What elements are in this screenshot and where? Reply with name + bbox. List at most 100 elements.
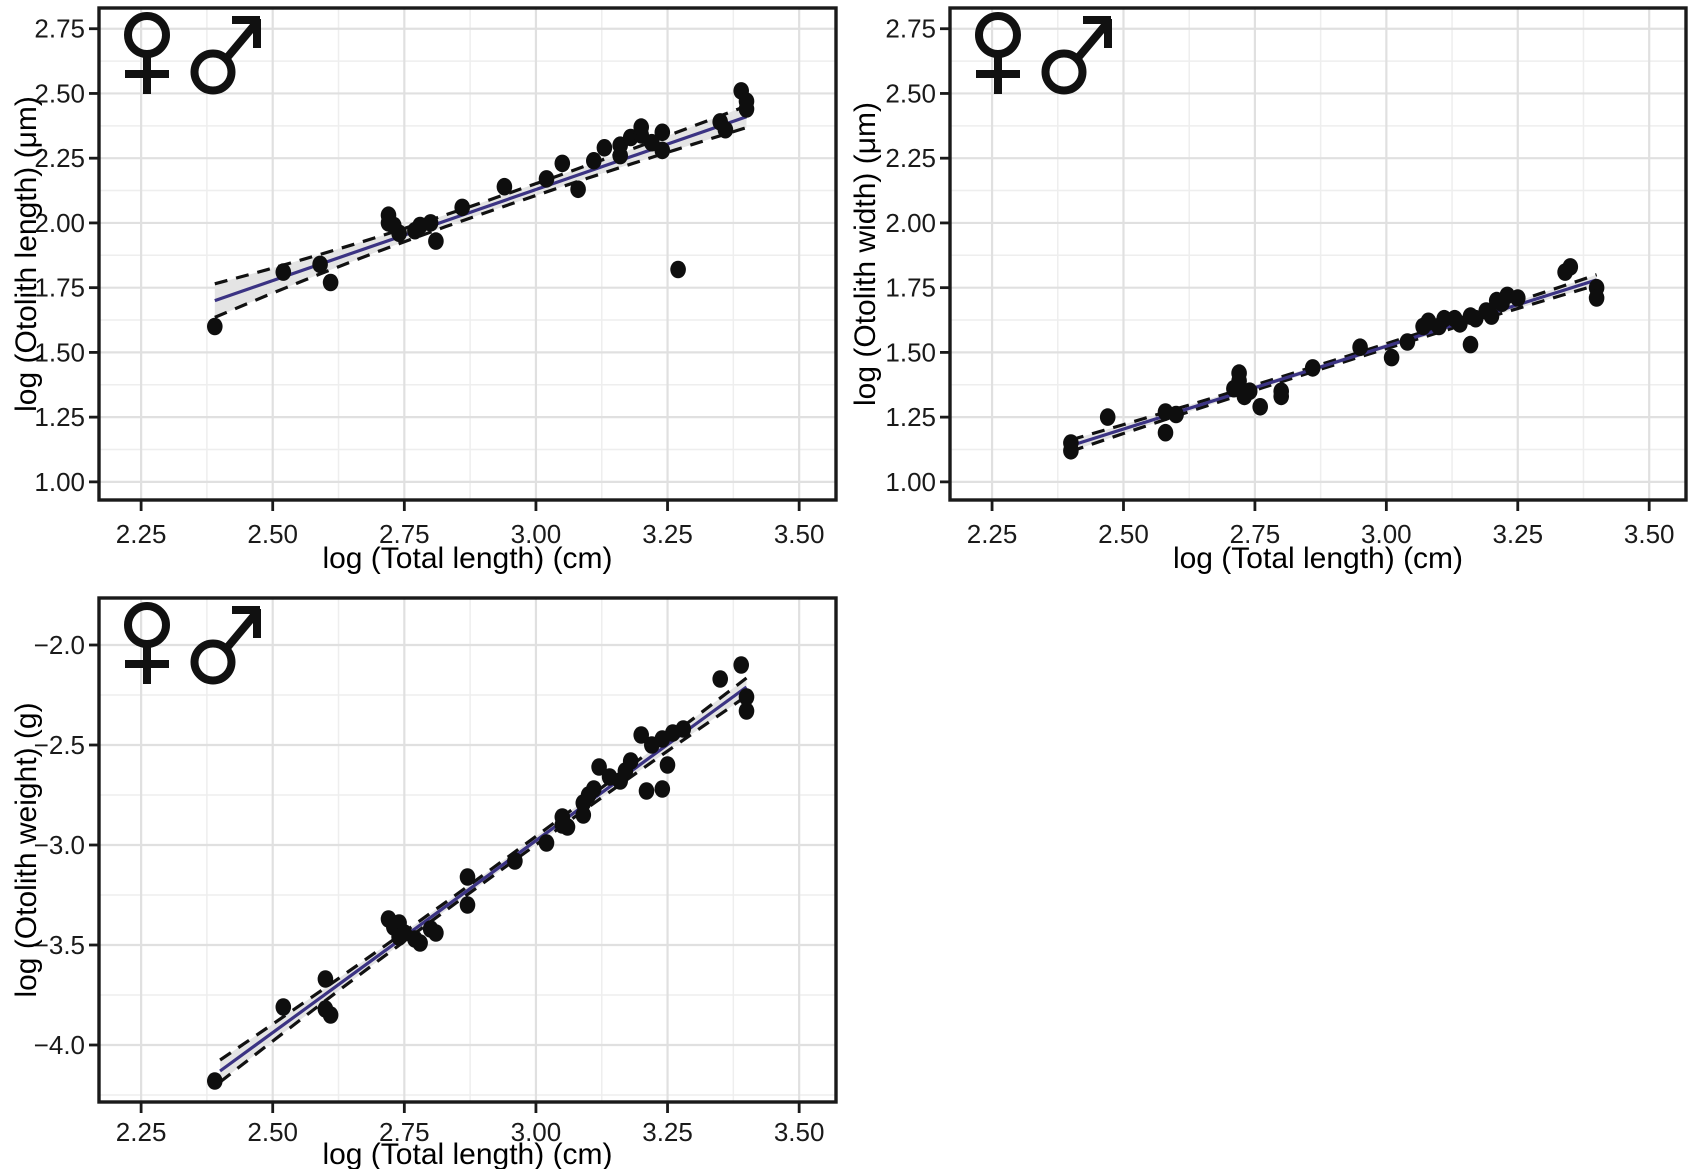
data-point [738,702,755,720]
data-point [712,670,728,688]
chart-otolith-weight-block: 2.25 2.50 2.75 3.00 3.25 3.50 −4.0 −3.5 −3.0 −2.5… [0,575,845,1169]
scatter-plot-otolith-width-vs-total-length: 2.25 2.50 2.75 3.00 3.25 3.50 1.00 1.25 1.50 1.75… [849,6,1688,575]
confidence-lower-dashed-line [1070,283,1598,453]
data-point [675,720,692,738]
regression-line [219,685,748,1073]
data-point [622,752,639,770]
y-axis-title: log (Otolith weight) (g) [10,702,43,997]
data-points [1063,258,1605,460]
data-point [1588,289,1605,307]
x-tick-label: 2.50 [247,1117,298,1147]
confidence-lower-dashed-line [219,694,748,1084]
male-icon [190,606,261,685]
data-point [538,834,555,852]
panel-border [97,596,838,1104]
y-tick-label: 1.25 [34,402,85,432]
x-tick-label: 3.00 [511,1117,562,1147]
x-tick-label: 2.25 [116,1117,167,1147]
male-icon-shaft [222,19,261,62]
male-icon-circle [1041,49,1087,95]
x-tick-label: 3.25 [1492,519,1543,549]
data-point [207,1072,223,1090]
data-point [422,214,439,232]
data-point [1252,398,1268,416]
data-point [1168,405,1184,424]
y-tick-label: 1.50 [34,337,85,367]
axes: 2.25 2.50 2.75 3.00 3.25 3.50 −4.0 −3.5 −3.0 −2.5… [34,630,825,1147]
x-axis-title: log (Total length) (cm) [322,1138,612,1169]
panel-border [97,6,838,502]
chart-otolith-length-block: 2.25 2.50 2.75 3.00 3.25 3.50 1.00 1.25 1.50 1.75… [0,0,845,575]
axes: 2.25 2.50 2.75 3.00 3.25 3.50 1.00 1.25 1.50 1.75… [885,14,1674,549]
data-point [659,756,676,774]
data-point [322,273,339,292]
y-tick-label: 2.00 [34,208,85,238]
data-point [207,317,223,336]
data-point [1483,307,1500,325]
axes: 2.25 2.50 2.75 3.00 3.25 3.50 1.00 1.25 1.50 1.75… [34,14,824,549]
male-icon-shaft [222,609,261,652]
panel-background [99,8,836,500]
chart-otolith-width-block: 2.25 2.50 2.75 3.00 3.25 3.50 1.00 1.25 1.50 1.75… [845,0,1693,575]
y-tick-label: 1.75 [885,273,936,303]
female-icon [975,12,1021,94]
y-tick-label: 2.25 [34,143,85,173]
data-point [1157,423,1174,442]
x-tick-label: 3.25 [642,1117,693,1147]
y-tick-label: 2.50 [885,78,936,108]
data-point [317,970,334,988]
y-tick-label: 1.75 [34,273,85,303]
y-tick-label: −3.5 [34,930,85,960]
male-icon-shaft [1073,19,1112,62]
x-axis-title: log (Total length) (cm) [1173,542,1463,575]
y-tick-label: 1.00 [34,467,85,497]
sex-symbols-legend [124,602,261,685]
y-tick-label: 1.00 [885,467,936,497]
data-point [596,139,613,157]
data-point [559,818,576,836]
data-point [412,934,428,952]
data-point [459,896,476,914]
data-point [1241,382,1258,401]
regression-line [1070,278,1598,448]
data-point [275,998,292,1016]
data-point [586,780,602,798]
gridlines [99,8,836,500]
y-tick-label: −2.5 [34,730,85,760]
y-tick-label: 2.00 [885,208,936,238]
data-point [612,146,628,165]
x-tick-label: 2.75 [379,1117,430,1147]
x-tick-label: 3.25 [642,519,693,549]
data-point [654,123,671,142]
data-point [312,255,328,274]
x-tick-label: 3.50 [1624,519,1675,549]
data-point [322,1006,339,1024]
data-point [1063,442,1079,460]
data-point [275,263,292,281]
y-tick-label: 2.75 [34,14,85,44]
y-tick-label: 2.75 [885,14,936,44]
data-point [1273,387,1289,406]
data-point [496,177,513,196]
y-tick-label: −2.0 [34,630,85,660]
x-tick-label: 2.25 [116,519,167,549]
scatter-plot-otolith-length-vs-total-length: 2.25 2.50 2.75 3.00 3.25 3.50 1.00 1.25 1.50 1.75… [10,6,838,575]
male-icon-circle [190,49,236,95]
data-points [207,656,755,1090]
male-icon [190,16,261,95]
data-point [733,656,749,674]
x-tick-label: 3.50 [774,519,825,549]
x-tick-label: 2.50 [247,519,298,549]
data-point [507,852,523,870]
data-points [207,82,755,336]
panel-background [950,8,1686,500]
data-point [1383,348,1400,367]
data-point [633,726,649,744]
data-point [1399,333,1416,351]
data-point [738,688,755,706]
y-tick-label: 1.50 [885,337,936,367]
panel-border [948,6,1688,502]
data-point [654,141,671,160]
data-point [638,782,655,800]
